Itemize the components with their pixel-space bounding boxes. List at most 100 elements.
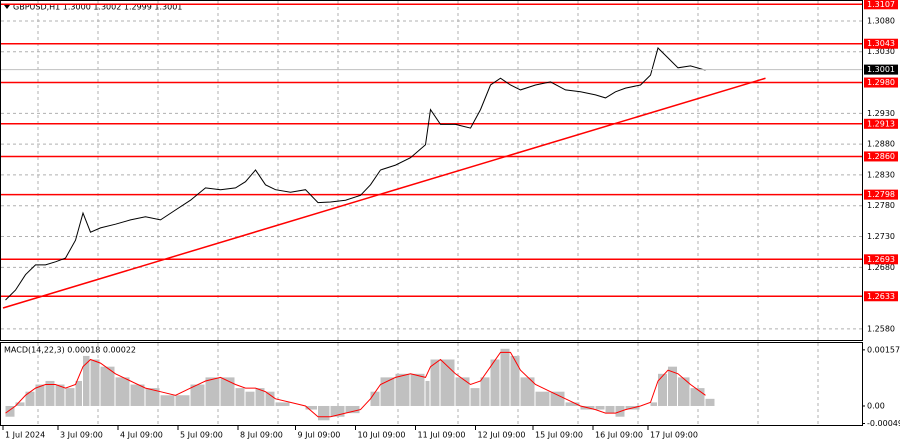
macd-bar <box>510 355 520 406</box>
macd-bar <box>265 391 275 406</box>
level-label: 1.2913 <box>867 119 895 128</box>
level-label: 1.2980 <box>867 78 895 87</box>
signal-line <box>5 351 706 418</box>
macd-bar <box>275 402 290 406</box>
macd-bar <box>480 377 490 406</box>
macd-bar <box>490 359 500 406</box>
y-tick-label: 1.2780 <box>867 201 895 210</box>
macd-bar <box>410 373 425 406</box>
x-tick-label: 17 Jul 09:00 <box>650 431 698 440</box>
level-tag <box>864 291 898 302</box>
level-label: 1.2693 <box>867 255 895 264</box>
y-tick-label: 1.2730 <box>867 232 895 241</box>
y-tick-label: 1.2580 <box>867 324 895 333</box>
macd-bar <box>658 373 667 406</box>
x-tick-label: 9 Jul 09:00 <box>298 431 341 440</box>
level-label: 1.2633 <box>867 292 895 301</box>
current-price-tag <box>864 64 898 75</box>
macd-panel <box>0 342 863 426</box>
macd-bar <box>690 388 705 406</box>
macd-bar <box>425 380 430 406</box>
level-tag <box>864 118 898 129</box>
macd-bar <box>15 402 25 406</box>
macd-bar <box>35 384 45 406</box>
x-tick-label: 12 Jul 09:00 <box>478 431 526 440</box>
y-tick-label: 1.2930 <box>867 109 895 118</box>
macd-bar <box>5 405 15 417</box>
x-tick-label: 10 Jul 09:00 <box>358 431 406 440</box>
macd-bar <box>130 384 145 406</box>
macd-bar <box>440 359 455 406</box>
macd-bar <box>565 402 580 406</box>
y-tick-label: 1.3030 <box>867 47 895 56</box>
macd-bar <box>205 377 220 406</box>
price-panel <box>0 0 863 341</box>
y-tick-label: 1.3080 <box>867 16 895 25</box>
macd-bar <box>595 405 605 410</box>
macd-bar <box>705 398 715 406</box>
x-tick-label: 16 Jul 09:00 <box>595 431 643 440</box>
macd-bar <box>395 373 410 406</box>
macd-bar <box>318 405 330 421</box>
macd-bar <box>678 377 690 406</box>
macd-bar <box>83 355 90 406</box>
x-tick-label: 15 Jul 09:00 <box>535 431 583 440</box>
macd-bar <box>100 366 115 406</box>
menu-icon[interactable] <box>4 5 10 9</box>
macd-bar <box>668 366 677 406</box>
y-tick-label: -0.00049 <box>867 419 900 428</box>
macd-bar <box>430 359 440 406</box>
level-tag <box>864 151 898 162</box>
macd-bar <box>90 359 100 406</box>
macd-bar <box>345 405 360 414</box>
y-tick-label: 0.00 <box>867 401 885 410</box>
current-price-label: 1.3001 <box>867 65 895 74</box>
macd-bar <box>190 384 205 406</box>
macd-bar <box>370 391 380 406</box>
y-tick-label: 1.2880 <box>867 140 895 149</box>
x-tick-label: 5 Jul 09:00 <box>180 431 223 440</box>
x-tick-label: 3 Jul 09:00 <box>60 431 103 440</box>
macd-bar <box>45 380 55 406</box>
level-label: 1.3107 <box>867 0 895 9</box>
macd-bar <box>245 391 255 406</box>
macd-bar <box>235 388 245 406</box>
y-tick-label: 1.2830 <box>867 170 895 179</box>
macd-bar <box>305 405 317 410</box>
macd-bar <box>255 388 265 406</box>
macd-bar <box>605 405 615 414</box>
macd-bar <box>145 388 160 406</box>
macd-bar <box>55 384 65 406</box>
level-label: 1.3043 <box>867 39 895 48</box>
macd-bar <box>220 377 235 406</box>
trendline <box>2 77 766 309</box>
macd-bar <box>330 405 345 417</box>
price-line <box>5 47 706 301</box>
macd-title: MACD(14,22,3) 0.00018 0.00022 <box>4 346 136 355</box>
macd-bar <box>650 402 657 406</box>
level-tag <box>864 0 898 10</box>
macd-bar <box>75 380 82 406</box>
macd-bar <box>520 377 535 406</box>
macd-bar <box>380 377 395 406</box>
x-tick-label: 4 Jul 09:00 <box>120 431 163 440</box>
x-tick-label: 1 Jul 2024 <box>5 431 45 440</box>
macd-bar <box>455 377 470 406</box>
level-tag <box>864 77 898 88</box>
macd-bar <box>535 391 550 406</box>
x-tick-label: 8 Jul 09:00 <box>240 431 283 440</box>
macd-bar <box>550 391 565 406</box>
macd-bar <box>500 348 510 406</box>
macd-bar <box>115 377 130 406</box>
x-tick-label: 11 Jul 09:00 <box>418 431 466 440</box>
macd-bar <box>175 395 190 406</box>
level-label: 1.2798 <box>867 190 895 199</box>
level-tag <box>864 189 898 200</box>
level-tag <box>864 38 898 49</box>
y-tick-label: 0.00157 <box>867 345 900 354</box>
macd-bar <box>160 395 175 406</box>
y-tick-label: 1.2680 <box>867 263 895 272</box>
level-label: 1.2860 <box>867 152 895 161</box>
macd-bar <box>25 391 35 406</box>
